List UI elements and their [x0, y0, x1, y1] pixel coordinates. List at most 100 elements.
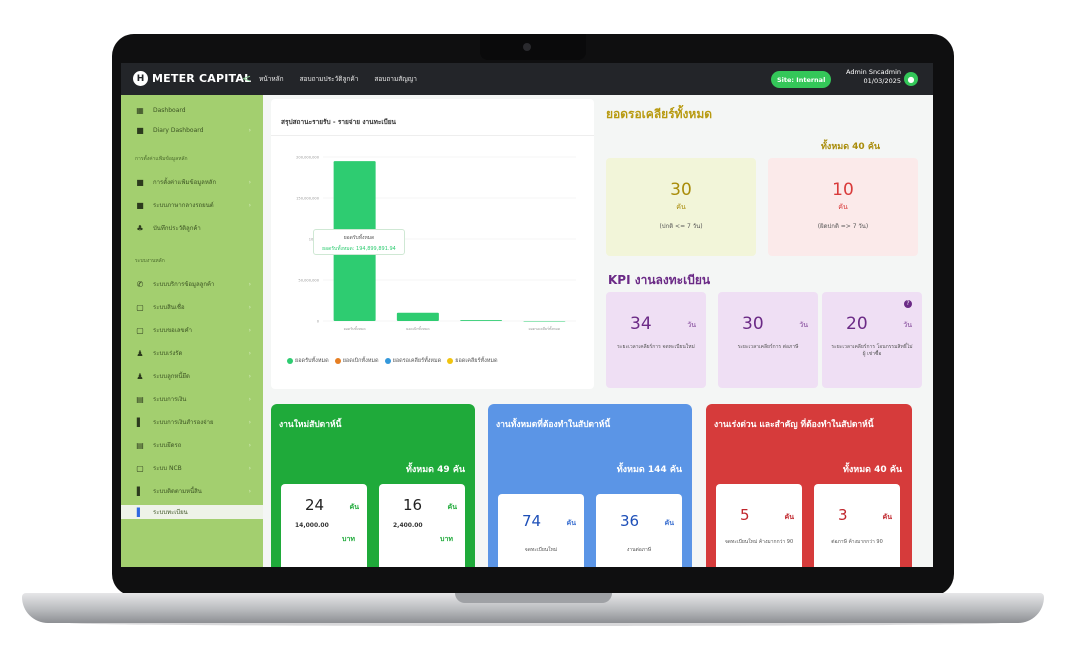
site-badge[interactable]: Site: Internal: [771, 71, 832, 88]
clear-abnormal-sub: (ผิดปกติ => 7 วัน): [817, 223, 869, 230]
sidebar-section-settings: การตั้งค่าแฟ้มข้อมูลหลัก: [135, 156, 188, 162]
sidebar-item-collection[interactable]: ♟ ระบบเร่งรัด ›: [121, 346, 263, 360]
legend-dot: [384, 357, 391, 364]
kpi-number: 34: [630, 314, 652, 334]
dashboard-icon: ▦: [136, 105, 144, 115]
legend-dot: [334, 357, 341, 364]
card-number: 5: [740, 506, 750, 524]
sidebar-item-label: ระบบลูกหนี้ยึด: [153, 373, 190, 380]
sidebar-item-label: ระบบยึดรถ: [153, 442, 182, 449]
clear-normal-number: 30: [670, 180, 692, 200]
card-number: 36: [620, 512, 640, 530]
sidebar-item-finance[interactable]: ▤ ระบบการเงิน ›: [121, 392, 263, 406]
kpi-unit: วัน: [687, 321, 696, 329]
legend-item[interactable]: ยอดรอเคลียร์ทั้งหมด: [384, 357, 442, 365]
folder-icon: ■: [136, 200, 144, 210]
book-icon: ▌: [136, 486, 144, 496]
sidebar-item-label: ระบบ NCB: [153, 465, 182, 472]
camera-notch: [480, 34, 586, 60]
info-icon[interactable]: ?: [904, 300, 912, 308]
week-all-panel: งานทั้งหมดที่ต้องทำในสัปดาห์นี้ ทั้งหมด …: [488, 404, 692, 567]
sidebar-item-registration[interactable]: ▌ ระบบทะเบียน: [121, 505, 263, 519]
sidebar: ▦ Dashboard ■ Diary Dashboard › การตั้งค…: [121, 95, 263, 567]
sidebar-item-car-tax[interactable]: ■ ระบบภาษากลางรถยนต์ ›: [121, 198, 263, 212]
person-icon: ♟: [136, 371, 144, 381]
person-icon: ♟: [136, 348, 144, 358]
card-sub: งานต่อภาษี: [626, 547, 652, 553]
sidebar-item-repossession[interactable]: ▤ ระบบยึดรถ ›: [121, 438, 263, 452]
collapse-sidebar-icon[interactable]: <: [242, 72, 252, 85]
card-number: 74: [522, 512, 542, 530]
sidebar-item-diary-dashboard[interactable]: ■ Diary Dashboard ›: [121, 123, 263, 137]
chevron-right-icon: ›: [248, 303, 251, 311]
card-number: 24: [305, 496, 325, 514]
sidebar-item-dashboard[interactable]: ▦ Dashboard: [121, 103, 263, 117]
sidebar-item-label: บันทึกประวัติลูกค้า: [153, 225, 201, 232]
top-nav: หน้าหลัก สอบถามประวัติลูกค้า สอบถามสัญญา: [259, 74, 417, 84]
kpi-unit: วัน: [903, 321, 912, 329]
bar[interactable]: [396, 312, 439, 321]
kpi-number: 30: [742, 314, 764, 334]
bar-chart: 200,000,000150,000,000100,050,000,0000ยอ…: [296, 156, 576, 331]
card-sub: จดทะเบียนใหม่ ค้างมากกว่า 90: [724, 539, 794, 545]
clear-abnormal-card: 10 คัน (ผิดปกติ => 7 วัน): [768, 158, 918, 256]
sidebar-item-debtors[interactable]: ♟ ระบบลูกหนี้ยึด ›: [121, 369, 263, 383]
chevron-right-icon: ›: [248, 395, 251, 403]
nav-home[interactable]: หน้าหลัก: [259, 75, 284, 83]
kpi-card-tax-renewal: 30 วัน ระยะเวลาเคลียร์การ ต่อภาษี: [718, 292, 818, 388]
chevron-right-icon: ›: [248, 372, 251, 380]
chevron-right-icon: ›: [248, 126, 251, 134]
card-unit: คัน: [882, 513, 892, 521]
card-amount: 2,400.00: [393, 522, 423, 529]
chart-divider: [271, 135, 594, 136]
card-unit: คัน: [566, 519, 576, 527]
sidebar-item-label: ระบบการเงิน: [153, 396, 187, 403]
sidebar-item-customer-service[interactable]: ✆ ระบบบริการข้อมูลลูกค้า ›: [121, 277, 263, 291]
sidebar-item-petty-cash[interactable]: ▌ ระบบการเงินสำรองจ่าย ›: [121, 415, 263, 429]
clear-normal-sub: (ปกติ <= 7 วัน): [659, 223, 703, 230]
x-tick-label: ยอดรอเคลียร์ทั้งหมด: [528, 326, 560, 331]
card-sub: จดทะเบียนใหม่: [524, 547, 558, 553]
sidebar-item-customer-history[interactable]: ♣ บันทึกประวัติลูกค้า: [121, 221, 263, 235]
admin-date: 01/03/2025: [863, 77, 901, 85]
week-new-card-1: 24 คัน 14,000.00 บาท: [281, 484, 367, 567]
sidebar-item-label: ระบบสินเชื่อ: [153, 304, 185, 311]
brand-logo[interactable]: H METER CAPITAL: [133, 71, 251, 86]
clear-abnormal-number: 10: [832, 180, 854, 200]
nav-customer-history[interactable]: สอบถามประวัติลูกค้า: [299, 75, 359, 83]
sidebar-item-master-settings[interactable]: ■ การตั้งค่าแฟ้มข้อมูลหลัก ›: [121, 175, 263, 189]
nav-contract-inquiry[interactable]: สอบถามสัญญา: [374, 75, 417, 83]
legend-item[interactable]: ยอดเคลียร์ทั้งหมด: [447, 357, 498, 365]
chevron-right-icon: ›: [248, 326, 251, 334]
kpi-sub: ระยะเวลาเคลียร์การ จดทะเบียนใหม่: [617, 344, 695, 350]
income-expense-chart-card: สรุปสถานะรายรับ - รายจ่าย งานทะเบียน 200…: [271, 99, 594, 389]
bar[interactable]: [523, 321, 566, 322]
kpi-section-title: KPI งานลงทะเบียน: [608, 273, 711, 287]
doc-icon: ▢: [136, 325, 144, 335]
clear-normal-unit: คัน: [676, 203, 686, 211]
sidebar-item-loans[interactable]: ▢ ระบบสินเชื่อ ›: [121, 300, 263, 314]
legend-item[interactable]: ยอดเบิกทั้งหมด: [334, 357, 379, 365]
legend-label: ยอดรอเคลียร์ทั้งหมด: [392, 358, 442, 364]
legend-label: ยอดรับทั้งหมด: [295, 358, 329, 364]
money-icon: ▤: [136, 394, 144, 404]
chevron-right-icon: ›: [248, 201, 251, 209]
legend-item[interactable]: ยอดรับทั้งหมด: [287, 357, 329, 365]
app-screen: H METER CAPITAL < หน้าหลัก สอบถามประวัติ…: [121, 63, 933, 567]
main-content: สรุปสถานะรายรับ - รายจ่าย งานทะเบียน 200…: [263, 95, 933, 567]
card-unit: คัน: [664, 519, 674, 527]
sidebar-item-ncb[interactable]: ▢ ระบบ NCB ›: [121, 461, 263, 475]
sidebar-item-label: Dashboard: [153, 106, 186, 114]
admin-info: Admin Sncadmin 01/03/2025: [835, 68, 901, 85]
top-bar: H METER CAPITAL < หน้าหลัก สอบถามประวัติ…: [121, 63, 933, 95]
doc-icon: ▢: [136, 463, 144, 473]
card-unit: คัน: [349, 503, 359, 511]
sidebar-item-debt-tracking[interactable]: ▌ ระบบติดตามหนี้สิน ›: [121, 484, 263, 498]
week-new-total: ทั้งหมด 49 คัน: [405, 465, 465, 475]
laptop-base-lip: [455, 593, 612, 603]
user-icon[interactable]: ●: [904, 72, 918, 86]
sidebar-item-request-number[interactable]: ▢ ระบบขอเลขคำ ›: [121, 323, 263, 337]
sidebar-item-label: ระบบขอเลขคำ: [153, 327, 192, 334]
bar[interactable]: [460, 320, 503, 321]
